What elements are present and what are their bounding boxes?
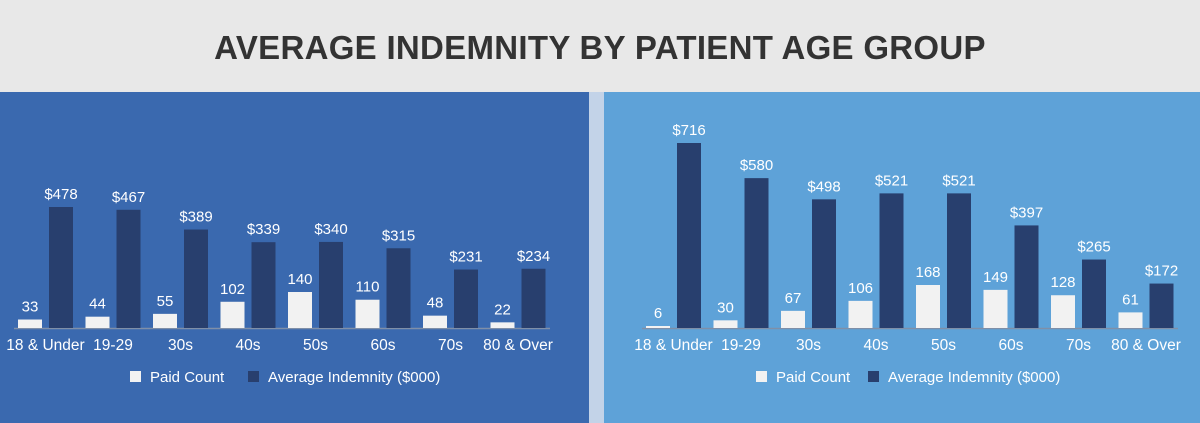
paid-count-label: 6: [654, 305, 662, 322]
category-label: 80 & Over: [483, 337, 553, 354]
avg-indemnity-bar: [744, 178, 769, 328]
paid-count-bar: [490, 322, 515, 328]
avg-indemnity-label: $580: [740, 157, 773, 174]
avg-indemnity-label: $498: [807, 178, 840, 195]
paid-count-bar: [713, 320, 738, 328]
category-label: 50s: [931, 337, 956, 354]
chart-panel-right: 6 $716 18 & Under 30 $580 19-29 67 $498 30s 106 $5…: [604, 92, 1200, 423]
avg-indemnity-label: $265: [1077, 239, 1110, 256]
avg-indemnity-bar: [116, 209, 141, 328]
paid-count-label: 33: [22, 299, 39, 316]
avg-indemnity-label: $231: [449, 249, 482, 266]
avg-indemnity-bar: [49, 207, 73, 328]
paid-count-label: 110: [356, 279, 380, 296]
paid-count-label: 140: [287, 271, 312, 288]
category-label: 70s: [1066, 337, 1091, 354]
avg-indemnity-bar: [1014, 225, 1039, 328]
paid-count-label: 55: [157, 293, 174, 310]
paid-count-bar: [355, 299, 380, 328]
category-label: 19-29: [93, 337, 133, 354]
avg-indemnity-bar: [184, 229, 208, 328]
paid-count-bar: [781, 310, 805, 328]
chart-right: 6 $716 18 & Under 30 $580 19-29 67 $498 30s 106 $5…: [634, 122, 1181, 386]
avg-indemnity-bar: [677, 143, 701, 328]
chart-panel-left: 33 $478 18 & Under 44 $467 19-29 55 $389 30s 102 $…: [0, 92, 589, 423]
paid-count-label: 48: [427, 295, 444, 312]
legend-swatch-paid-count: [756, 371, 767, 382]
avg-indemnity-label: $521: [942, 172, 975, 189]
paid-count-bar: [153, 313, 177, 328]
paid-count-bar: [220, 301, 245, 328]
avg-indemnity-bar: [1149, 283, 1174, 328]
category-label: 60s: [371, 337, 396, 354]
category-label: 40s: [236, 337, 261, 354]
paid-count-label: 67: [785, 290, 802, 307]
paid-count-bar: [646, 326, 670, 328]
paid-count-label: 44: [89, 296, 106, 313]
avg-indemnity-bar: [812, 199, 836, 328]
legend-swatch-avg-indemnity: [868, 371, 879, 382]
paid-count-label: 102: [220, 281, 245, 298]
paid-count-label: 61: [1122, 291, 1139, 308]
avg-indemnity-bar: [947, 193, 971, 328]
chart-left: 33 $478 18 & Under 44 $467 19-29 55 $389 30s 102 $…: [6, 186, 553, 386]
legend-label-avg-indemnity: Average Indemnity ($000): [268, 369, 440, 386]
category-label: 70s: [438, 337, 463, 354]
paid-count-label: 168: [915, 264, 940, 281]
paid-count-bar: [848, 300, 873, 328]
paid-count-label: 22: [494, 301, 511, 318]
legend-label-paid-count: Paid Count: [776, 369, 851, 386]
avg-indemnity-label: $339: [247, 221, 280, 238]
category-label: 80 & Over: [1111, 337, 1181, 354]
avg-indemnity-label: $389: [179, 209, 212, 226]
category-label: 19-29: [721, 337, 761, 354]
avg-indemnity-label: $340: [314, 221, 347, 238]
avg-indemnity-bar: [386, 248, 411, 328]
paid-count-bar: [983, 289, 1008, 328]
paid-count-label: 149: [983, 269, 1008, 286]
legend-swatch-avg-indemnity: [248, 371, 259, 382]
avg-indemnity-label: $716: [672, 122, 705, 139]
avg-indemnity-label: $172: [1145, 263, 1178, 280]
paid-count-bar: [18, 319, 42, 328]
paid-count-bar: [916, 285, 940, 328]
paid-count-bar: [85, 316, 110, 328]
page-title: AVERAGE INDEMNITY BY PATIENT AGE GROUP: [214, 29, 986, 66]
avg-indemnity-bar: [319, 241, 343, 328]
paid-count-bar: [1118, 312, 1143, 328]
avg-indemnity-bar: [1082, 259, 1106, 328]
category-label: 30s: [168, 337, 193, 354]
avg-indemnity-label: $315: [382, 227, 415, 244]
legend-swatch-paid-count: [130, 371, 141, 382]
avg-indemnity-label: $397: [1010, 204, 1043, 221]
legend-label-avg-indemnity: Average Indemnity ($000): [888, 369, 1060, 386]
category-label: 50s: [303, 337, 328, 354]
paid-count-label: 30: [717, 299, 734, 316]
avg-indemnity-bar: [454, 269, 478, 328]
paid-count-label: 128: [1050, 274, 1075, 291]
avg-indemnity-bar: [879, 193, 904, 328]
avg-indemnity-label: $478: [44, 186, 77, 203]
paid-count-bar: [1051, 295, 1075, 328]
paid-count-bar: [423, 315, 447, 328]
avg-indemnity-bar: [521, 268, 546, 328]
paid-count-label: 106: [848, 280, 873, 297]
category-label: 60s: [999, 337, 1024, 354]
avg-indemnity-label: $521: [875, 172, 908, 189]
avg-indemnity-bar: [251, 242, 276, 328]
paid-count-bar: [288, 292, 312, 328]
panel-divider: [589, 92, 604, 423]
category-label: 18 & Under: [6, 337, 84, 354]
avg-indemnity-label: $234: [517, 248, 550, 265]
category-label: 18 & Under: [634, 337, 712, 354]
avg-indemnity-label: $467: [112, 189, 145, 206]
legend-label-paid-count: Paid Count: [150, 369, 225, 386]
category-label: 30s: [796, 337, 821, 354]
title-bar: AVERAGE INDEMNITY BY PATIENT AGE GROUP: [0, 0, 1200, 92]
category-label: 40s: [864, 337, 889, 354]
